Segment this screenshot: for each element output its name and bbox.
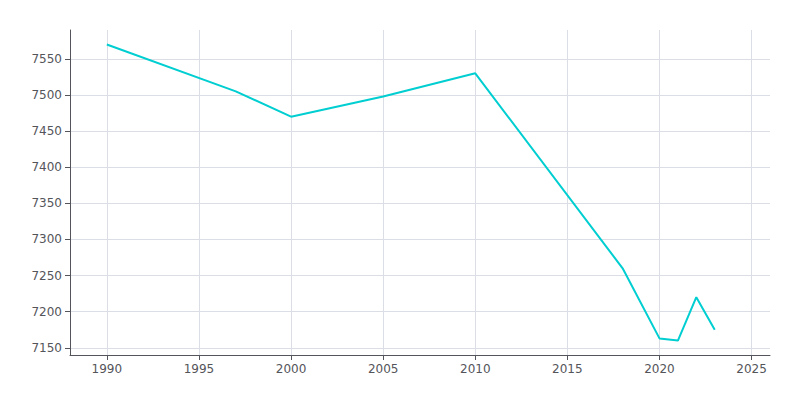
svg-text:2005: 2005 <box>368 362 399 376</box>
svg-text:2010: 2010 <box>460 362 491 376</box>
svg-text:7300: 7300 <box>31 232 62 246</box>
svg-text:7250: 7250 <box>31 269 62 283</box>
svg-text:1990: 1990 <box>92 362 123 376</box>
svg-text:7550: 7550 <box>31 52 62 66</box>
svg-text:7450: 7450 <box>31 124 62 138</box>
svg-text:2025: 2025 <box>736 362 767 376</box>
svg-text:2020: 2020 <box>644 362 675 376</box>
svg-text:7400: 7400 <box>31 160 62 174</box>
svg-text:7200: 7200 <box>31 305 62 319</box>
svg-text:7350: 7350 <box>31 196 62 210</box>
svg-text:1995: 1995 <box>184 362 215 376</box>
svg-text:7150: 7150 <box>31 341 62 355</box>
svg-text:2000: 2000 <box>276 362 307 376</box>
svg-text:2015: 2015 <box>552 362 583 376</box>
svg-text:7500: 7500 <box>31 88 62 102</box>
